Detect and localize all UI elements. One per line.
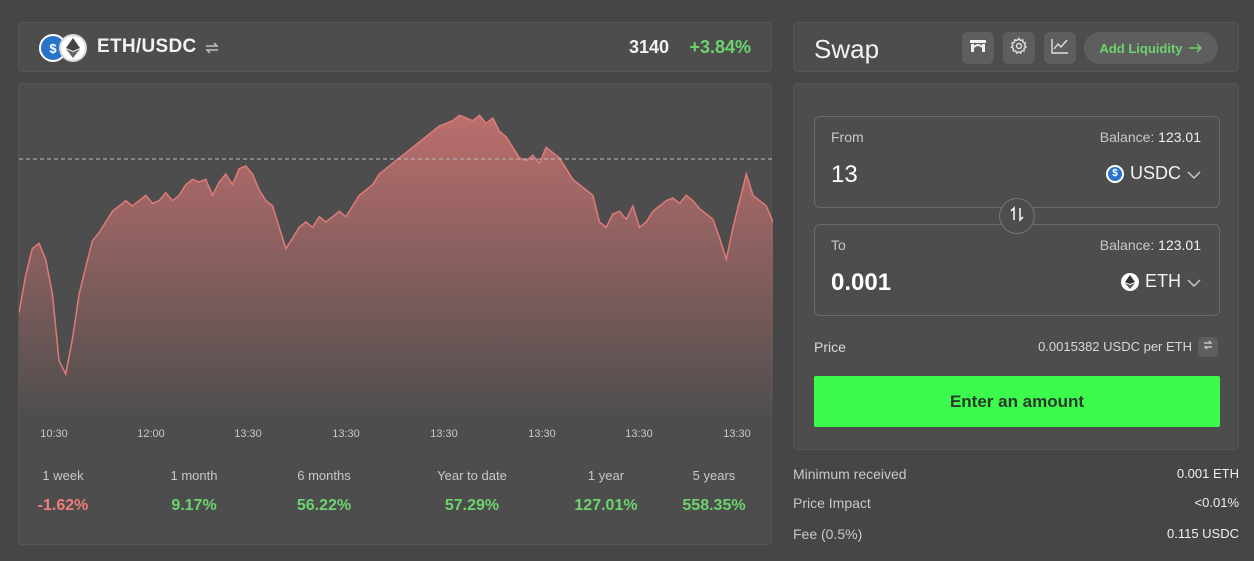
performance-item: 1 week -1.62% (3, 468, 123, 515)
x-tick-label: 12:00 (137, 428, 165, 440)
performance-value: -1.62% (37, 497, 89, 514)
performance-label: Year to date (437, 468, 507, 483)
eth-icon (1121, 272, 1139, 291)
pair-change: +3.84% (689, 37, 751, 57)
performance-value: 57.29% (444, 497, 500, 514)
chart-panel: 10:30 12:00 13:30 13:30 13:30 13:30 13:30 13:30… (18, 83, 773, 545)
add-liquidity-label: Add Liquidity (1099, 40, 1183, 56)
performance-label: 6 months (297, 468, 351, 483)
chart-line-icon (1051, 38, 1069, 59)
performance-item: Year to date 57.29% (412, 468, 532, 515)
swap-vertical-icon (1008, 205, 1026, 228)
from-label: From (831, 129, 864, 145)
settings-button[interactable] (1003, 32, 1035, 64)
bridge-button[interactable] (962, 32, 994, 64)
invert-price-button[interactable] (1198, 337, 1218, 357)
usdc-icon: $ (1105, 164, 1124, 183)
swap-body: From Balance: 123.01 13 $ USDC To Balanc… (793, 83, 1239, 450)
performance-label: 1 year (587, 468, 625, 483)
x-tick-label: 13:30 (625, 428, 653, 440)
from-token-select[interactable]: $ USDC (1105, 163, 1201, 184)
fee-label: Fee (0.5%) (793, 526, 863, 542)
pair-header: $ ETH/USDC 3140 +3.84% (18, 22, 772, 72)
fee-value: 0.115 USDC (1166, 526, 1239, 541)
price-value: 0.0015382 USDC per ETH (1038, 339, 1192, 354)
performance-value: 56.22% (296, 497, 352, 514)
performance-value: 558.35% (682, 497, 746, 514)
performance-item: 6 months 56.22% (264, 468, 384, 515)
to-balance: Balance: 123.01 (1099, 237, 1201, 253)
to-token-select[interactable]: ETH (1121, 271, 1201, 292)
performance-item: 1 month 9.17% (134, 468, 254, 515)
switch-direction-button[interactable] (999, 198, 1035, 234)
swap-title: Swap (814, 34, 880, 64)
price-impact-value: <0.01% (1194, 495, 1239, 510)
min-received-label: Minimum received (793, 466, 907, 482)
to-token-label: ETH (1145, 271, 1181, 291)
performance-item: 1 year 127.01% (546, 468, 666, 515)
x-tick-label: 13:30 (723, 428, 751, 440)
price-label: Price (814, 339, 846, 355)
add-liquidity-button[interactable]: Add Liquidity (1084, 32, 1218, 64)
pair-price: 3140 (628, 37, 669, 57)
performance-label: 1 month (170, 468, 218, 483)
performance-label: 5 years (692, 468, 736, 483)
pair-name: ETH/USDC (97, 36, 197, 57)
refresh-icon (1202, 338, 1214, 356)
eth-icon (59, 34, 87, 62)
arrow-right-icon (1188, 41, 1203, 56)
gear-icon (1010, 36, 1028, 60)
from-balance: Balance: 123.01 (1099, 129, 1201, 145)
performance-value: 9.17% (171, 497, 217, 514)
chevron-down-icon (1187, 271, 1201, 292)
x-tick-label: 13:30 (332, 428, 360, 440)
min-received-value: 0.001 ETH (1176, 466, 1239, 481)
price-impact-label: Price Impact (793, 495, 871, 511)
performance-label: 1 week (42, 468, 84, 483)
performance-value: 127.01% (574, 497, 638, 514)
price-area (19, 115, 773, 415)
chart-toggle-button[interactable] (1044, 32, 1076, 64)
to-field[interactable]: To Balance: 123.01 0.001 ETH (814, 224, 1220, 316)
to-amount-input[interactable]: 0.001 (831, 269, 892, 296)
chevron-down-icon (1187, 163, 1201, 184)
token-pair-icons: $ (39, 33, 91, 63)
swap-header: Swap Add Liquidity (793, 22, 1239, 72)
bridge-icon (969, 38, 987, 59)
performance-item: 5 years 558.35% (654, 468, 774, 515)
performance-row: 1 week -1.62% 1 month 9.17% 6 months 56.22% Ye… (19, 468, 773, 538)
x-tick-label: 13:30 (430, 428, 458, 440)
price-chart[interactable]: 10:30 12:00 13:30 13:30 13:30 13:30 13:30 13:30 (19, 84, 773, 454)
x-tick-label: 13:30 (528, 428, 556, 440)
from-token-label: USDC (1129, 163, 1181, 183)
from-amount-input[interactable]: 13 (831, 161, 858, 188)
enter-amount-button[interactable]: Enter an amount (814, 376, 1220, 427)
to-label: To (831, 237, 846, 253)
price-line (19, 114, 773, 377)
x-tick-label: 13:30 (234, 428, 262, 440)
swap-pair-icon[interactable] (203, 39, 221, 57)
x-tick-label: 10:30 (40, 428, 68, 440)
from-field[interactable]: From Balance: 123.01 13 $ USDC (814, 116, 1220, 208)
